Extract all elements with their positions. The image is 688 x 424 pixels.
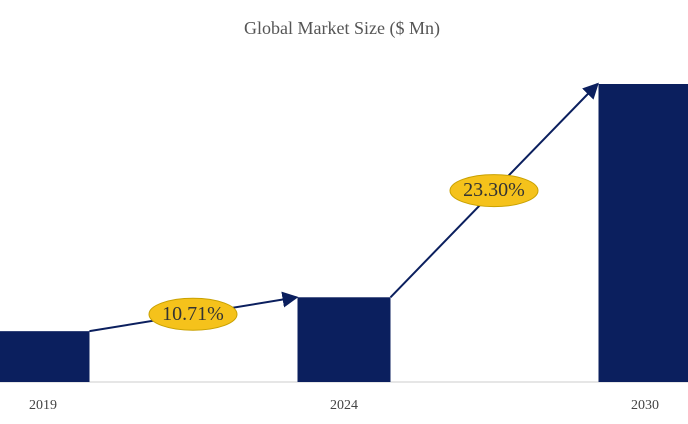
cagr-badge bbox=[449, 174, 539, 208]
x-tick-label: 2019 bbox=[29, 398, 57, 413]
x-tick-label: 2024 bbox=[330, 398, 358, 413]
bar bbox=[598, 84, 688, 382]
cagr-label: 23.30% bbox=[463, 179, 525, 201]
chart-title: Global Market Size ($ Mn) bbox=[244, 18, 440, 39]
cagr-badge bbox=[148, 297, 238, 331]
cagr-label: 10.71% bbox=[162, 303, 224, 325]
bar bbox=[297, 297, 391, 382]
x-tick-label: 2030 bbox=[631, 398, 659, 413]
bar bbox=[0, 331, 90, 382]
